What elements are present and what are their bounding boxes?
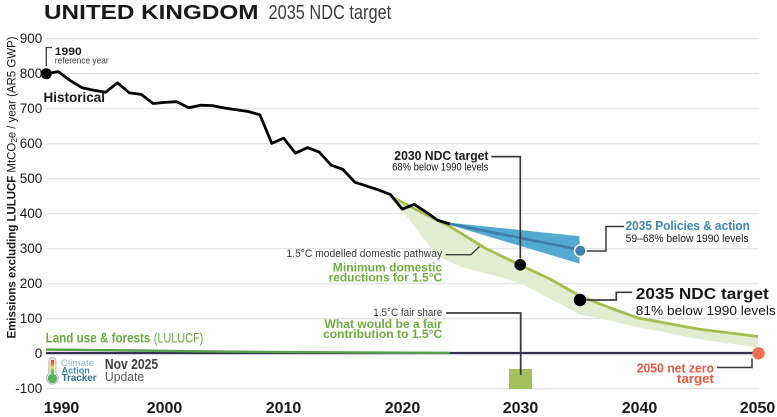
svg-text:68% below 1990 levels: 68% below 1990 levels [392,162,489,174]
svg-text:200: 200 [20,276,43,291]
svg-text:Minimum domestic: Minimum domestic [333,260,443,274]
svg-text:target: target [677,372,715,386]
svg-text:UNITED KINGDOM: UNITED KINGDOM [44,2,259,24]
svg-text:-100: -100 [15,381,42,396]
svg-text:reference year: reference year [55,56,109,66]
svg-text:Land use & forests: Land use & forests [46,329,151,345]
svg-text:1990: 1990 [44,400,80,417]
svg-text:600: 600 [20,136,43,151]
svg-text:800: 800 [20,66,43,81]
svg-text:Tracker: Tracker [62,373,97,384]
svg-text:Nov 2025: Nov 2025 [105,357,158,373]
svg-text:2030: 2030 [503,400,539,417]
svg-text:81% below 1990 levels: 81% below 1990 levels [636,303,776,318]
svg-text:Historical: Historical [44,90,106,105]
svg-text:What would be a fair: What would be a fair [325,317,443,331]
svg-text:2020: 2020 [385,400,421,417]
svg-text:1990: 1990 [55,46,82,58]
svg-text:(LULUCF): (LULUCF) [154,329,204,345]
svg-text:900: 900 [20,31,43,46]
svg-text:2000: 2000 [147,400,183,417]
svg-text:1.5°C modelled domestic pathwa: 1.5°C modelled domestic pathway [287,248,443,260]
svg-text:reductions for 1.5°C: reductions for 1.5°C [329,270,443,284]
svg-text:contribution to 1.5°C: contribution to 1.5°C [323,327,443,341]
svg-text:500: 500 [20,171,43,186]
svg-text:0: 0 [35,346,43,361]
svg-text:2040: 2040 [622,400,658,417]
svg-text:2035 Policies & action: 2035 Policies & action [626,218,750,233]
svg-text:1.5°C fair share: 1.5°C fair share [373,307,442,319]
svg-text:Action: Action [62,365,90,376]
svg-text:100: 100 [20,311,43,326]
svg-text:59–68% below 1990 levels: 59–68% below 1990 levels [626,233,749,245]
svg-text:Emissions excluding LULUCF Mt: Emissions excluding LULUCF MtCO2e / year… [7,36,20,338]
svg-text:400: 400 [20,206,43,221]
svg-text:2050: 2050 [740,400,776,417]
svg-text:300: 300 [20,241,43,256]
svg-text:2030 NDC target: 2030 NDC target [394,148,489,163]
svg-text:Update: Update [105,369,144,384]
svg-text:2035 NDC target: 2035 NDC target [269,2,392,24]
svg-text:2010: 2010 [266,400,302,417]
svg-text:2050 net zero: 2050 net zero [637,362,715,376]
svg-text:2035 NDC target: 2035 NDC target [636,286,770,303]
svg-text:Climate: Climate [61,358,94,369]
svg-text:700: 700 [20,101,43,116]
